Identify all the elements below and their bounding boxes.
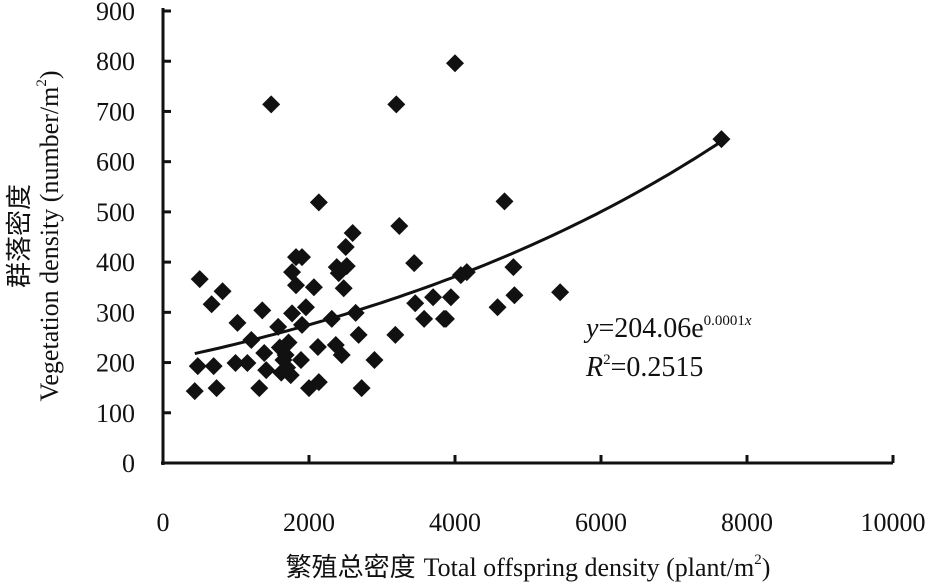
data-point — [213, 282, 232, 301]
data-point — [202, 295, 221, 314]
data-point — [287, 276, 306, 295]
data-point — [387, 95, 406, 114]
x-tick-label: 0 — [157, 508, 170, 537]
data-point — [415, 309, 434, 328]
data-point — [228, 313, 247, 332]
data-point — [291, 351, 310, 370]
data-point — [551, 283, 570, 302]
data-point — [365, 351, 384, 370]
data-points — [185, 54, 731, 401]
data-point — [436, 309, 455, 328]
data-point — [279, 333, 298, 352]
y-axis-label-en-group: Vegetation density (number/m2) — [34, 71, 64, 402]
data-point — [309, 373, 328, 392]
data-point — [424, 288, 443, 307]
data-point — [269, 317, 288, 336]
data-point — [343, 223, 362, 242]
x-axis-label: 繁殖总密度 Total offspring density (plant/m2) — [286, 552, 771, 582]
data-point — [255, 344, 274, 363]
y-axis-label-en: Vegetation density (number/m2) — [34, 71, 64, 402]
data-point — [204, 357, 223, 376]
y-tick-label: 400 — [96, 248, 135, 277]
data-point — [276, 346, 295, 365]
data-point — [441, 288, 460, 307]
y-tick-label: 900 — [96, 0, 135, 26]
data-point — [322, 309, 341, 328]
x-tick-label: 8000 — [721, 508, 773, 537]
y-tick-label: 600 — [96, 148, 135, 177]
data-point — [308, 337, 327, 356]
data-point — [309, 193, 328, 212]
data-point — [390, 216, 409, 235]
data-point — [504, 258, 523, 277]
data-point — [488, 298, 507, 317]
data-point — [329, 264, 348, 283]
data-point — [712, 130, 731, 149]
y-tick-label: 800 — [96, 47, 135, 76]
data-point — [188, 357, 207, 376]
data-point — [495, 192, 514, 211]
x-tick-label: 6000 — [575, 508, 627, 537]
data-point — [446, 54, 464, 73]
x-tick-label: 10000 — [861, 508, 926, 537]
data-point — [185, 382, 204, 401]
data-point — [226, 354, 245, 373]
data-point — [250, 379, 269, 398]
data-point — [336, 238, 355, 257]
data-point — [292, 315, 311, 334]
y-axis-ticks: 0 100 200 300 400 500 600 700 800 900 — [96, 0, 171, 478]
data-point — [334, 279, 353, 298]
data-point — [262, 95, 281, 114]
y-tick-label: 300 — [96, 298, 135, 327]
data-point — [349, 325, 368, 344]
y-tick-label: 500 — [96, 198, 135, 227]
y-tick-label: 200 — [96, 349, 135, 378]
data-point — [505, 286, 524, 305]
data-point — [352, 379, 371, 398]
y-axis-label-zh-group: 群落密度 — [5, 184, 34, 288]
data-point — [242, 330, 261, 349]
data-point — [457, 263, 476, 282]
data-point — [272, 363, 291, 382]
data-point — [406, 294, 425, 313]
data-point — [190, 270, 209, 289]
x-tick-label: 4000 — [429, 508, 481, 537]
y-tick-label: 0 — [122, 449, 135, 478]
y-axis-label-zh: 群落密度 — [5, 184, 34, 288]
y-tick-label: 700 — [96, 97, 135, 126]
data-point — [292, 248, 311, 267]
data-point — [346, 303, 365, 322]
data-point — [304, 278, 323, 297]
equation-label: y=204.06e0.0001x — [583, 313, 752, 344]
data-point — [405, 254, 424, 273]
data-point — [257, 361, 276, 380]
x-axis-ticks: 0 2000 4000 6000 8000 10000 — [157, 455, 926, 537]
data-point — [238, 354, 257, 373]
data-point — [386, 325, 405, 344]
data-point — [283, 304, 302, 323]
data-point — [207, 379, 226, 398]
r-squared-label: R2=0.2515 — [585, 352, 703, 383]
data-point — [332, 346, 351, 365]
data-point — [283, 263, 302, 282]
x-tick-label: 2000 — [283, 508, 335, 537]
data-point — [253, 301, 272, 320]
data-point — [296, 298, 315, 317]
y-tick-label: 100 — [96, 399, 135, 428]
